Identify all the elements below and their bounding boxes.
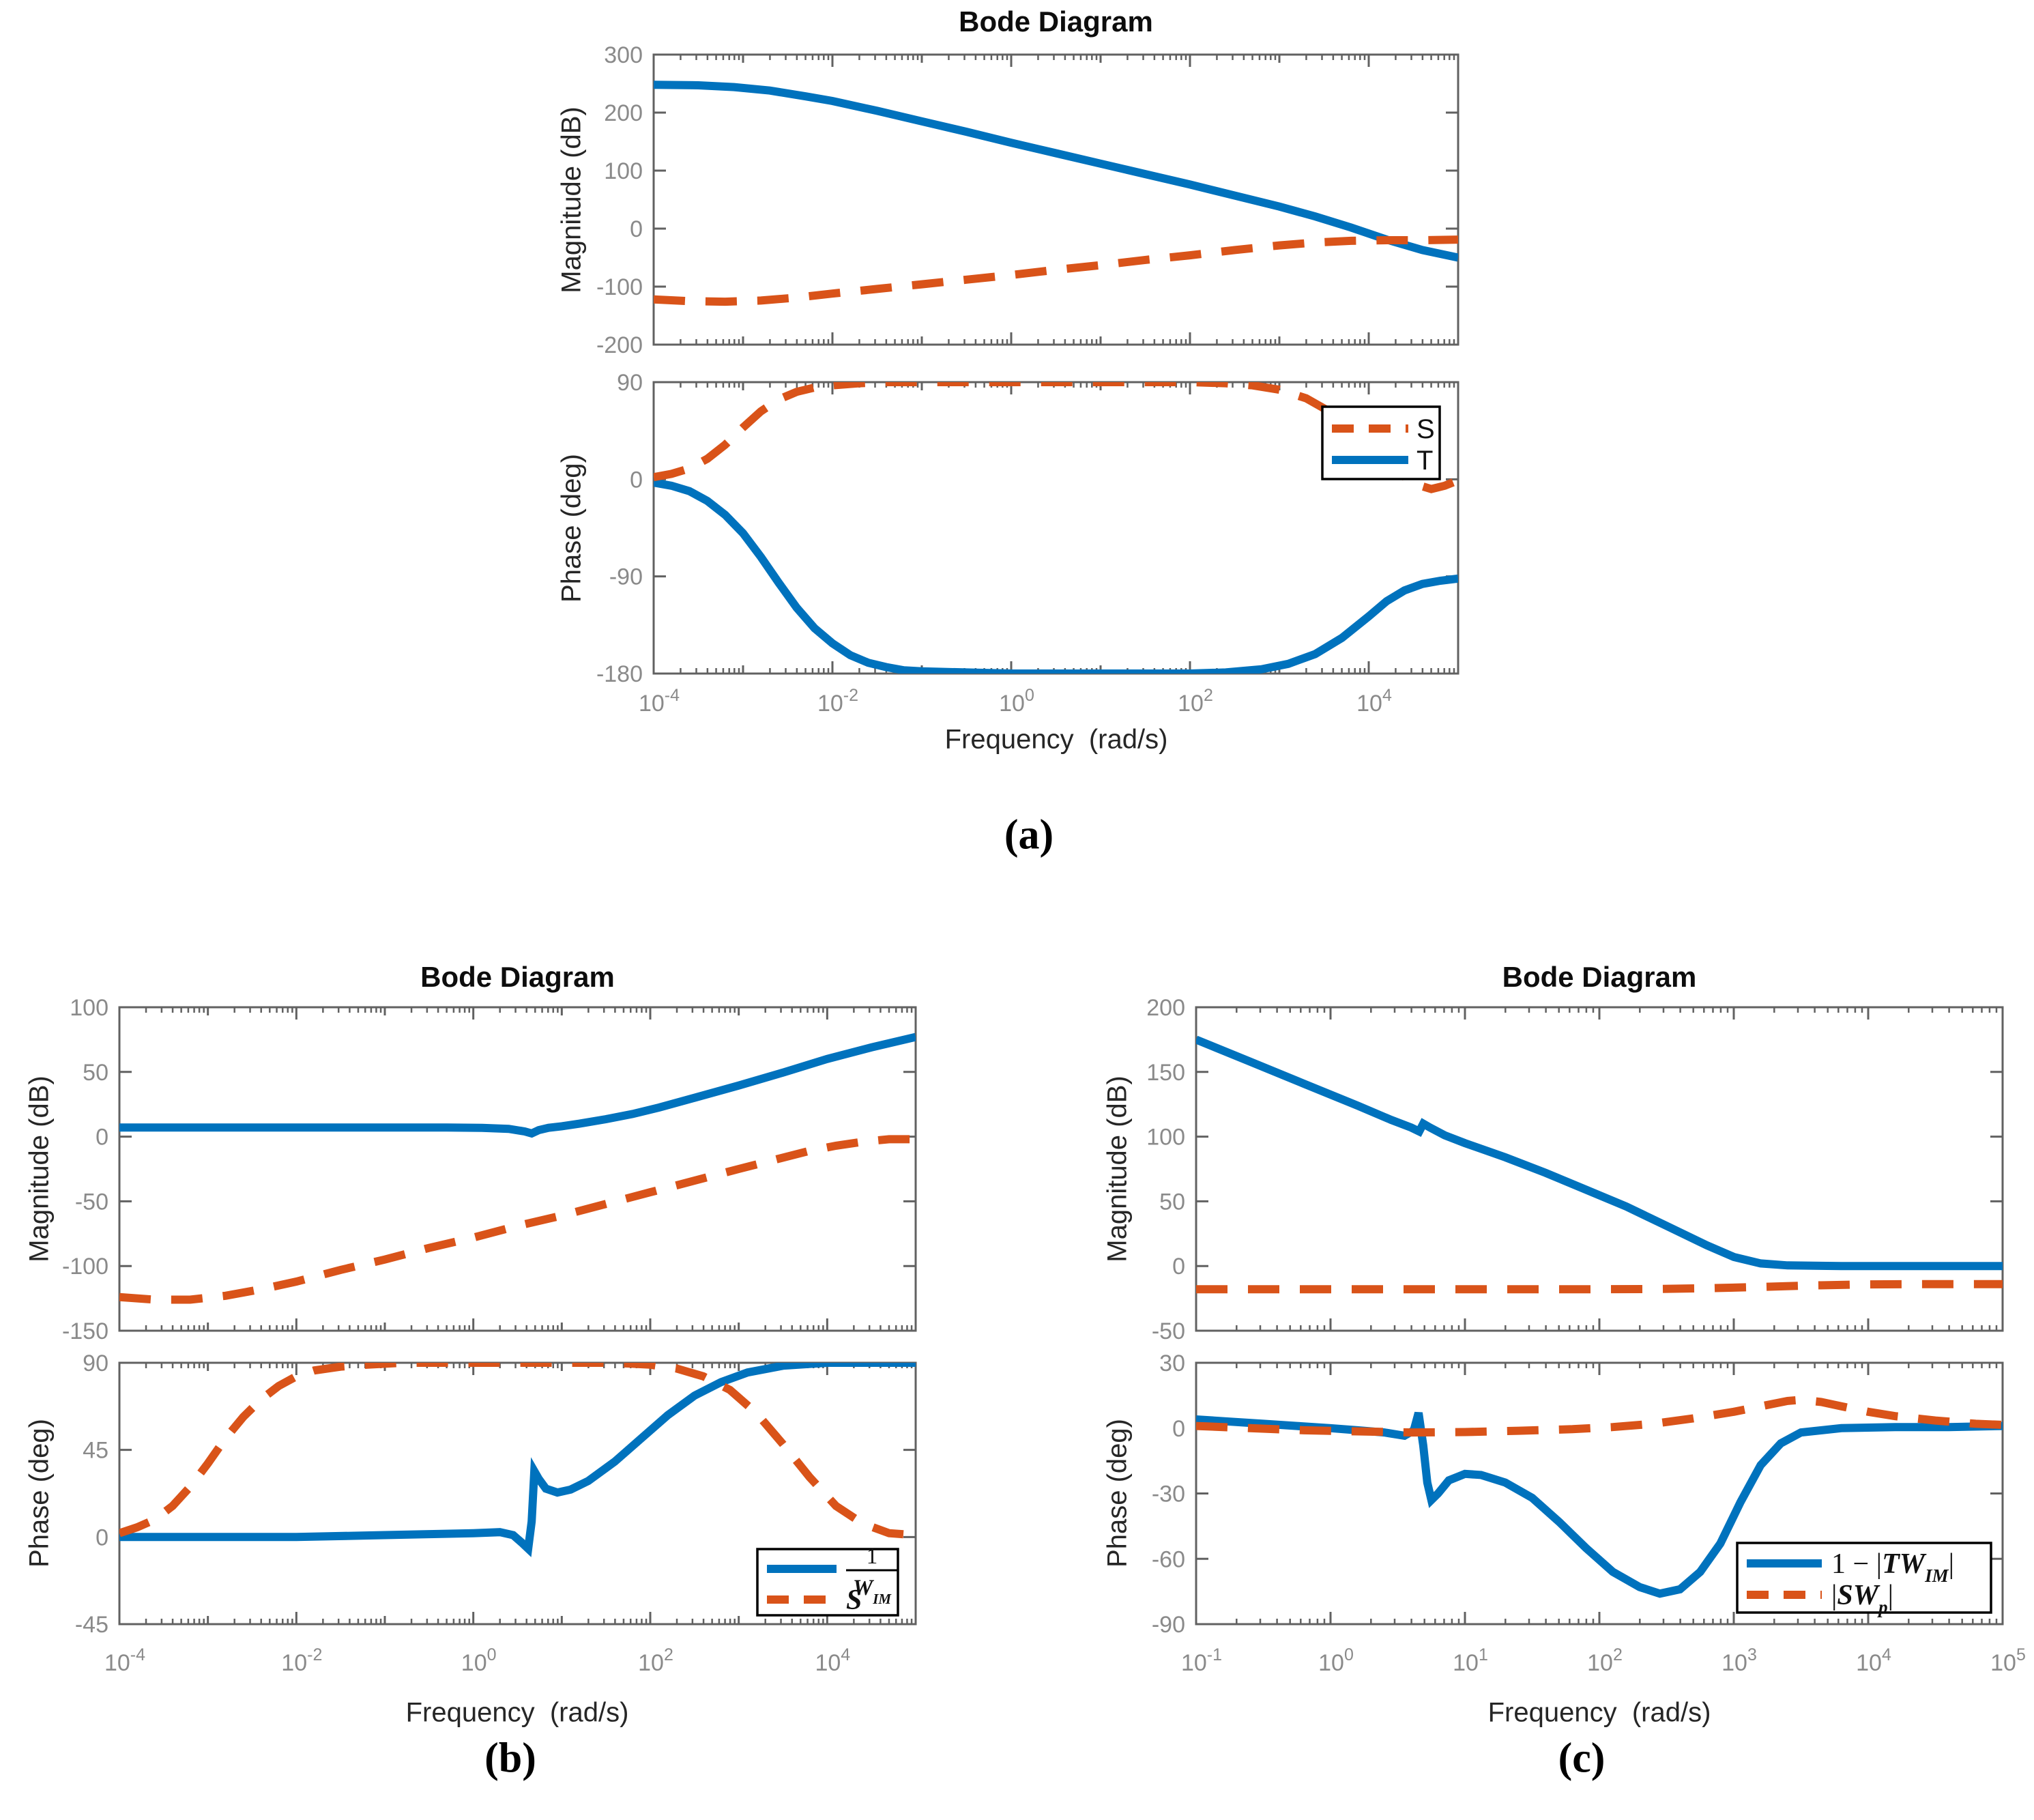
figure-b-caption: (b) xyxy=(484,1735,536,1782)
series-S-magnitude xyxy=(119,1135,916,1304)
x-tick-label-c: 101 xyxy=(1453,1645,1488,1676)
figure-c-title: Bode Diagram xyxy=(1502,961,1697,993)
y-tick-label-b-magnitude: 100 xyxy=(70,995,108,1021)
figure-a-title: Bode Diagram xyxy=(959,5,1153,38)
y-tick-label-b-magnitude: -100 xyxy=(62,1254,108,1280)
series-1/W_IM-magnitude xyxy=(119,1032,916,1138)
y-tick-label-b-phase: 0 xyxy=(96,1525,108,1550)
y-tick-label-a-magnitude: 0 xyxy=(630,216,643,242)
figure-c-magnitude-ylabel: Magnitude (dB) xyxy=(1102,1075,1133,1262)
series-S-magnitude xyxy=(654,235,1458,306)
legend-label-a-0: S xyxy=(1416,414,1435,444)
figure-b-phase-ylabel: Phase (deg) xyxy=(24,1419,55,1568)
y-tick-label-c-magnitude: 200 xyxy=(1146,995,1185,1021)
legend-label-b-0-den: WIM xyxy=(853,1576,892,1607)
legend-box-a xyxy=(1321,405,1441,480)
y-tick-label-a-magnitude: -200 xyxy=(596,332,643,358)
x-tick-label-c: 102 xyxy=(1587,1645,1623,1676)
y-tick-label-c-phase: 30 xyxy=(1159,1350,1185,1376)
y-tick-label-a-magnitude: 100 xyxy=(604,158,643,184)
x-tick-label-b: 102 xyxy=(638,1645,673,1676)
y-tick-label-c-phase: -30 xyxy=(1152,1482,1185,1507)
legend-label-a-1: T xyxy=(1416,446,1433,476)
y-tick-label-a-phase: -180 xyxy=(596,661,643,687)
axes-b-phase xyxy=(118,1361,917,1626)
axes-a-magnitude xyxy=(652,53,1459,346)
y-tick-label-c-magnitude: -50 xyxy=(1152,1318,1185,1344)
x-tick-label-c: 100 xyxy=(1318,1645,1354,1676)
y-tick-label-b-phase: 45 xyxy=(83,1438,108,1464)
y-tick-label-a-phase: 90 xyxy=(617,370,643,396)
figure-a-xlabel: Frequency (rad/s) xyxy=(944,724,1168,755)
x-tick-label-c: 104 xyxy=(1856,1645,1891,1676)
legend-label-c-0: 1 − |TWIM| xyxy=(1831,1548,1954,1586)
x-tick-label-b: 10-4 xyxy=(104,1645,145,1676)
y-tick-label-c-magnitude: 100 xyxy=(1146,1125,1185,1151)
y-tick-label-b-magnitude: -150 xyxy=(62,1318,108,1344)
x-tick-label-a: 10-4 xyxy=(639,686,680,717)
legend-label-b-1: S xyxy=(846,1585,862,1616)
series-1/W_IM-phase xyxy=(119,1363,916,1557)
series-T-phase xyxy=(654,478,1458,674)
y-tick-label-c-magnitude: 50 xyxy=(1159,1189,1185,1215)
y-tick-label-b-magnitude: -50 xyxy=(75,1189,108,1215)
figure-b-title: Bode Diagram xyxy=(420,961,615,993)
y-tick-label-c-magnitude: 0 xyxy=(1172,1254,1185,1280)
series-|SW_p|-phase xyxy=(1196,1396,2003,1437)
legend-label-c-1: |SWp| xyxy=(1831,1580,1893,1617)
x-tick-label-b: 10-2 xyxy=(281,1645,322,1676)
x-tick-label-b: 100 xyxy=(461,1645,497,1676)
legend-box-c xyxy=(1736,1542,1992,1614)
y-tick-label-a-phase: -90 xyxy=(609,564,643,590)
y-tick-label-a-phase: 0 xyxy=(630,467,643,493)
x-tick-label-c: 103 xyxy=(1721,1645,1757,1676)
y-tick-label-a-magnitude: 300 xyxy=(604,42,643,68)
figure-a-magnitude-ylabel: Magnitude (dB) xyxy=(556,106,587,293)
series-S-phase xyxy=(119,1363,916,1540)
figure-c-xlabel: Frequency (rad/s) xyxy=(1487,1697,1711,1728)
y-tick-label-b-phase: -45 xyxy=(75,1612,108,1638)
y-tick-label-c-phase: -60 xyxy=(1152,1546,1185,1572)
figure-c-caption: (c) xyxy=(1558,1735,1606,1782)
figure-b-magnitude-ylabel: Magnitude (dB) xyxy=(24,1075,55,1262)
series-1-|TW_IM|-magnitude xyxy=(1196,1035,2003,1271)
x-tick-label-a: 104 xyxy=(1356,686,1392,717)
x-tick-label-c: 105 xyxy=(1990,1645,2026,1676)
y-tick-label-c-phase: 0 xyxy=(1172,1416,1185,1442)
y-tick-label-a-magnitude: 200 xyxy=(604,100,643,126)
y-tick-label-c-magnitude: 150 xyxy=(1146,1060,1185,1086)
x-tick-label-a: 100 xyxy=(999,686,1034,717)
series-T-magnitude xyxy=(654,81,1458,262)
y-tick-label-a-magnitude: -100 xyxy=(596,274,643,300)
x-tick-label-c: 10-1 xyxy=(1181,1645,1222,1676)
x-tick-label-a: 102 xyxy=(1178,686,1213,717)
figure-a-caption: (a) xyxy=(1004,811,1054,858)
y-tick-label-b-magnitude: 0 xyxy=(96,1125,108,1151)
x-tick-label-a: 10-2 xyxy=(817,686,858,717)
y-tick-label-c-phase: -90 xyxy=(1152,1612,1185,1638)
legend-label-b-0-num: 1 xyxy=(867,1544,878,1569)
axes-b-magnitude xyxy=(118,1006,917,1332)
figure-c-phase-ylabel: Phase (deg) xyxy=(1102,1419,1133,1568)
y-tick-label-b-phase: 90 xyxy=(83,1350,108,1376)
x-tick-label-b: 104 xyxy=(815,1645,850,1676)
legend-box-b xyxy=(756,1548,899,1617)
y-tick-label-b-magnitude: 50 xyxy=(83,1060,108,1086)
figure-b-xlabel: Frequency (rad/s) xyxy=(405,1697,629,1728)
figure-a-phase-ylabel: Phase (deg) xyxy=(556,454,587,603)
series-|SW_p|-magnitude xyxy=(1196,1280,2003,1294)
